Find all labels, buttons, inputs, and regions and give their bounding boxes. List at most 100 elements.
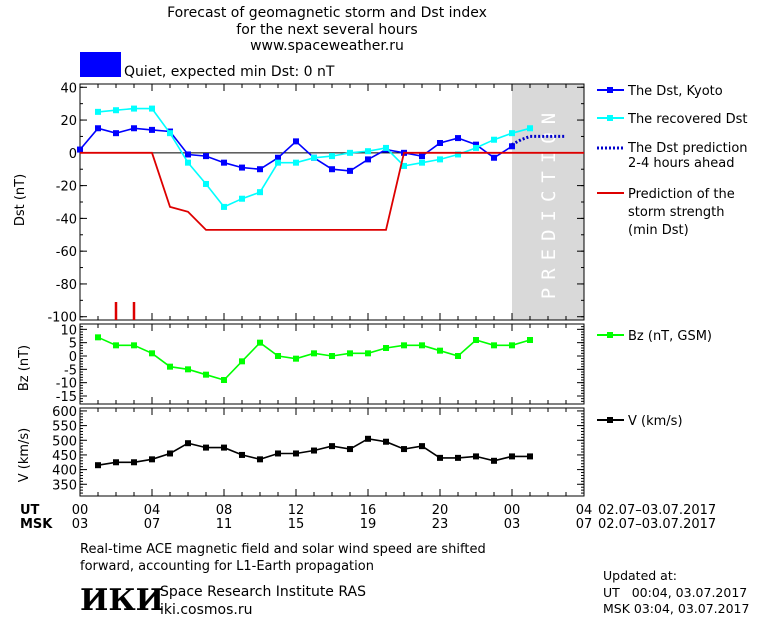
data-point — [95, 334, 101, 341]
data-point — [347, 350, 353, 357]
legend-label-storm-strength: Prediction of the — [628, 187, 735, 202]
v-axis-label: V (km/s) — [17, 428, 32, 483]
data-point — [527, 453, 533, 460]
legend-label-velocity: V (km/s) — [628, 414, 683, 429]
prediction-band — [512, 84, 584, 320]
ut-tick-label: 12 — [288, 503, 305, 518]
y-tick-label: -20 — [56, 180, 77, 195]
data-point — [401, 162, 407, 169]
data-point — [491, 342, 497, 349]
msk-tick-label: 19 — [360, 517, 377, 532]
chart-title-line3: www.spaceweather.ru — [250, 38, 404, 54]
data-point — [293, 138, 299, 145]
data-point — [239, 451, 245, 458]
y-tick-label: 350 — [52, 478, 77, 493]
data-point — [329, 353, 335, 359]
data-point — [383, 345, 389, 351]
data-point — [365, 350, 371, 357]
data-point — [77, 146, 83, 153]
data-point — [95, 108, 101, 115]
data-point — [473, 453, 479, 460]
org-url: iki.cosmos.ru — [160, 602, 252, 618]
data-point — [149, 456, 155, 463]
data-point — [185, 366, 191, 373]
msk-tick-label: 07 — [144, 517, 161, 532]
data-point — [365, 435, 371, 442]
data-point — [311, 154, 317, 161]
msk-tick-label: 15 — [288, 517, 305, 532]
data-point — [221, 203, 227, 210]
y-tick-label: 20 — [60, 114, 77, 129]
data-point — [221, 444, 227, 451]
y-tick-label: -80 — [56, 278, 77, 293]
y-tick-label: -40 — [56, 212, 77, 227]
y-tick-label: -15 — [56, 390, 77, 405]
data-point — [473, 141, 479, 148]
y-tick-label: 600 — [52, 405, 77, 420]
updated-msk: MSK 03:04, 03.07.2017 — [603, 601, 749, 616]
data-point — [437, 454, 443, 461]
data-point — [131, 459, 137, 466]
ut-tick-label: 20 — [432, 503, 449, 518]
data-point — [293, 450, 299, 457]
data-point — [257, 189, 263, 196]
data-point — [113, 130, 119, 137]
msk-tick-label: 07 — [576, 517, 593, 532]
prediction-label: PREDICTION — [538, 105, 560, 299]
data-point — [329, 153, 335, 160]
data-point — [491, 136, 497, 143]
msk-tick-label: 23 — [432, 517, 449, 532]
y-tick-label: 450 — [52, 449, 77, 464]
y-tick-label: 10 — [60, 323, 77, 338]
data-point — [509, 453, 515, 460]
footer-note-line2: forward, accounting for L1-Earth propaga… — [80, 559, 374, 574]
legend-marker-dst-kyoto — [607, 87, 613, 93]
data-point — [113, 459, 119, 466]
data-point — [365, 156, 371, 163]
legend: The Dst, Kyoto The recovered Dst The Dst… — [597, 84, 748, 429]
data-point — [149, 105, 155, 112]
data-point — [149, 350, 155, 357]
chart-title-line1: Forecast of geomagnetic storm and Dst in… — [167, 5, 487, 21]
y-tick-label: -60 — [56, 245, 77, 260]
data-point — [473, 337, 479, 343]
legend-label-bz: Bz (nT, GSM) — [628, 329, 712, 344]
data-point — [275, 154, 281, 161]
legend-label-dst-prediction-line2: 2-4 hours ahead — [628, 156, 734, 171]
data-point — [437, 156, 443, 163]
ut-tick-label: 00 — [504, 503, 521, 518]
data-point — [329, 166, 335, 173]
data-point — [509, 342, 515, 349]
status-text: Quiet, expected min Dst: 0 nT — [124, 64, 335, 80]
dst-axis-label: Dst (nT) — [13, 174, 28, 226]
chart-title-line2: for the next several hours — [236, 22, 417, 38]
data-point — [185, 151, 191, 158]
data-point — [293, 355, 299, 362]
ut-tick-label: 08 — [216, 503, 233, 518]
legend-marker-recovered-dst — [607, 115, 613, 121]
msk-row-label: MSK — [20, 517, 53, 532]
data-point — [203, 153, 209, 160]
updated-label: Updated at: — [603, 568, 677, 583]
data-point — [167, 450, 173, 457]
data-point — [347, 167, 353, 174]
data-point — [293, 159, 299, 166]
data-point — [401, 342, 407, 349]
ut-row-label: UT — [20, 503, 40, 518]
footer-note-line1: Real-time ACE magnetic field and solar w… — [80, 542, 486, 557]
data-point — [437, 140, 443, 146]
data-point — [509, 143, 515, 150]
data-point — [527, 125, 533, 132]
data-point — [347, 149, 353, 156]
data-point — [167, 130, 173, 137]
data-point — [221, 377, 227, 383]
data-point — [491, 457, 497, 464]
y-tick-label: 400 — [52, 464, 77, 479]
data-point — [383, 438, 389, 445]
data-point — [257, 339, 263, 346]
data-point — [401, 446, 407, 453]
data-point — [239, 195, 245, 202]
msk-tick-label: 03 — [72, 517, 89, 532]
data-point — [95, 125, 101, 132]
data-point — [275, 159, 281, 166]
